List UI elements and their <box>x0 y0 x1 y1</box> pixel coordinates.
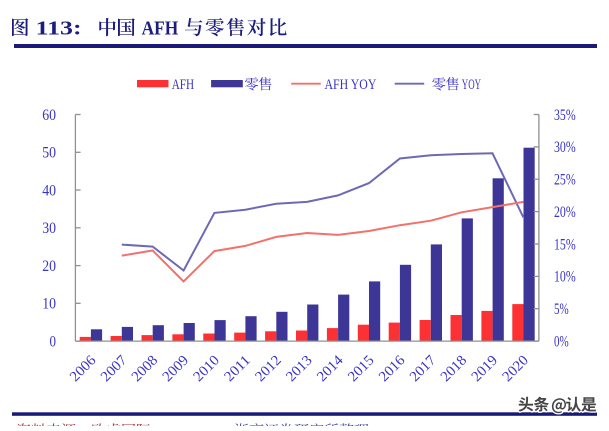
svg-text:YOY: YOY <box>462 76 481 93</box>
svg-text:20: 20 <box>42 258 56 275</box>
svg-text:113:: 113: <box>36 19 82 40</box>
svg-text:0: 0 <box>50 333 57 350</box>
svg-text:10%: 10% <box>554 269 576 286</box>
svg-text:0%: 0% <box>554 333 569 350</box>
svg-text:AFH: AFH <box>142 19 179 40</box>
svg-text:40: 40 <box>42 182 56 199</box>
svg-text:30%: 30% <box>554 139 576 156</box>
svg-text:50: 50 <box>42 145 56 162</box>
svg-text:25%: 25% <box>554 172 576 189</box>
svg-text:10: 10 <box>42 296 56 313</box>
svg-text:20%: 20% <box>554 204 576 221</box>
svg-text:60: 60 <box>42 107 56 124</box>
svg-text:5%: 5% <box>554 301 569 318</box>
svg-text:30: 30 <box>42 220 56 237</box>
svg-text:AFH YOY: AFH YOY <box>325 76 377 92</box>
svg-text:35%: 35% <box>554 107 576 124</box>
svg-text:AFH: AFH <box>172 76 194 92</box>
svg-text:15%: 15% <box>554 236 576 253</box>
